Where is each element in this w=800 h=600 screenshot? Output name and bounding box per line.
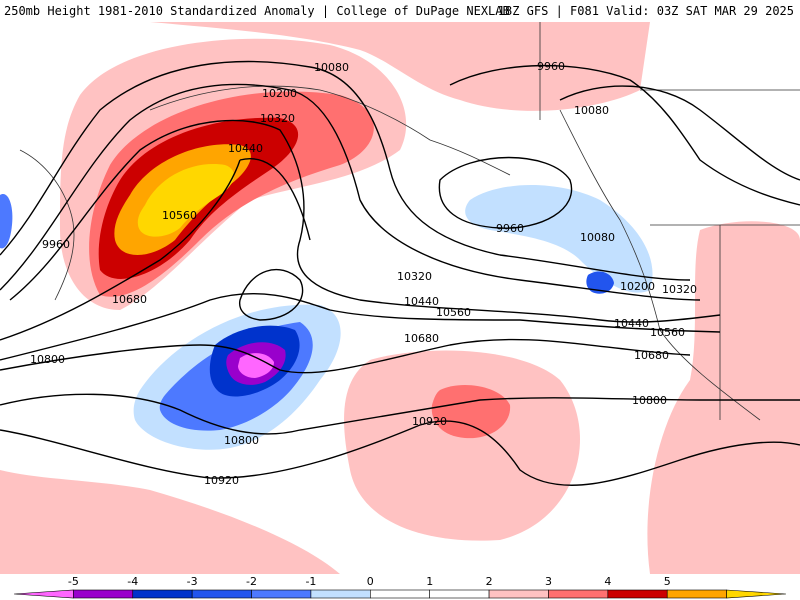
colorbar-swatch: [488, 589, 549, 599]
contour-label: 10080: [580, 231, 615, 244]
map-header: 250mb Height 1981-2010 Standardized Anom…: [0, 0, 800, 22]
colorbar-swatch: [13, 589, 74, 599]
colorbar-swatch: [132, 589, 193, 599]
colorbar-tick-label: 1: [426, 575, 433, 588]
colorbar-tick-label: 2: [486, 575, 493, 588]
contour-label: 9960: [537, 60, 565, 73]
colorbar-tick-label: -5: [68, 575, 79, 588]
colorbar-tick-label: 0: [367, 575, 374, 588]
contour-label: 10920: [204, 474, 239, 487]
colorbar-tick-label: -1: [305, 575, 316, 588]
colorbar-swatch: [726, 589, 787, 599]
colorbar: -5 -4 -3 -2 -1 0 1 2 3 4 5: [13, 575, 787, 599]
colorbar-swatch: [429, 589, 490, 599]
contour-label: 10200: [620, 280, 655, 293]
contour-label: 10080: [574, 104, 609, 117]
colorbar-tick-label: 5: [664, 575, 671, 588]
colorbar-swatch: [73, 589, 134, 599]
colorbar-tick-label: -4: [127, 575, 138, 588]
contour-label: 10440: [404, 295, 439, 308]
colorbar-tick-label: 4: [604, 575, 611, 588]
colorbar-ticks: -5 -4 -3 -2 -1 0 1 2 3 4 5: [68, 575, 671, 588]
colorbar-tick-label: -3: [187, 575, 198, 588]
height-contours: [0, 60, 800, 486]
colorbar-swatch: [310, 589, 371, 599]
contour-labels: 10080 10200 10320 10440 10560 9960 10680…: [30, 60, 697, 487]
contour-label: 10800: [224, 434, 259, 447]
contour-label: 9960: [496, 222, 524, 235]
contour-label: 10800: [632, 394, 667, 407]
colorbar-swatch: [251, 589, 312, 599]
contour-label: 10200: [262, 87, 297, 100]
contour-label: 10320: [397, 270, 432, 283]
contour-label: 10440: [614, 317, 649, 330]
colorbar-swatch: [191, 589, 252, 599]
colorbar-tick-label: 3: [545, 575, 552, 588]
negative-anomaly-east: [0, 185, 653, 294]
colorbar-swatch: [370, 589, 430, 599]
map-title: 250mb Height 1981-2010 Standardized Anom…: [4, 4, 510, 18]
contour-label: 10320: [260, 112, 295, 125]
contour-label: 10320: [662, 283, 697, 296]
colorbar-tick-label: -2: [246, 575, 257, 588]
contour-label: 10920: [412, 415, 447, 428]
run-info: 18Z GFS | F081 Valid: 03Z SAT MAR 29 202…: [497, 4, 794, 18]
contour-label: 10800: [30, 353, 65, 366]
contour-label: 10080: [314, 61, 349, 74]
contour-label: 10680: [112, 293, 147, 306]
colorbar-swatch: [607, 589, 668, 599]
contour-label: 10680: [634, 349, 669, 362]
contour-label: 10680: [404, 332, 439, 345]
contour-label: 10560: [436, 306, 471, 319]
negative-anomaly-low: [133, 304, 341, 450]
contour-label: 9960: [42, 238, 70, 251]
colorbar-swatch: [548, 589, 609, 599]
contour-label: 10560: [650, 326, 685, 339]
coastlines: [19, 22, 800, 421]
colorbar-swatch: [666, 589, 727, 599]
anomaly-map: 10080 10200 10320 10440 10560 9960 10680…: [0, 22, 800, 574]
contour-label: 10440: [228, 142, 263, 155]
colorbar-swatches: [13, 589, 787, 599]
contour-label: 10560: [162, 209, 197, 222]
